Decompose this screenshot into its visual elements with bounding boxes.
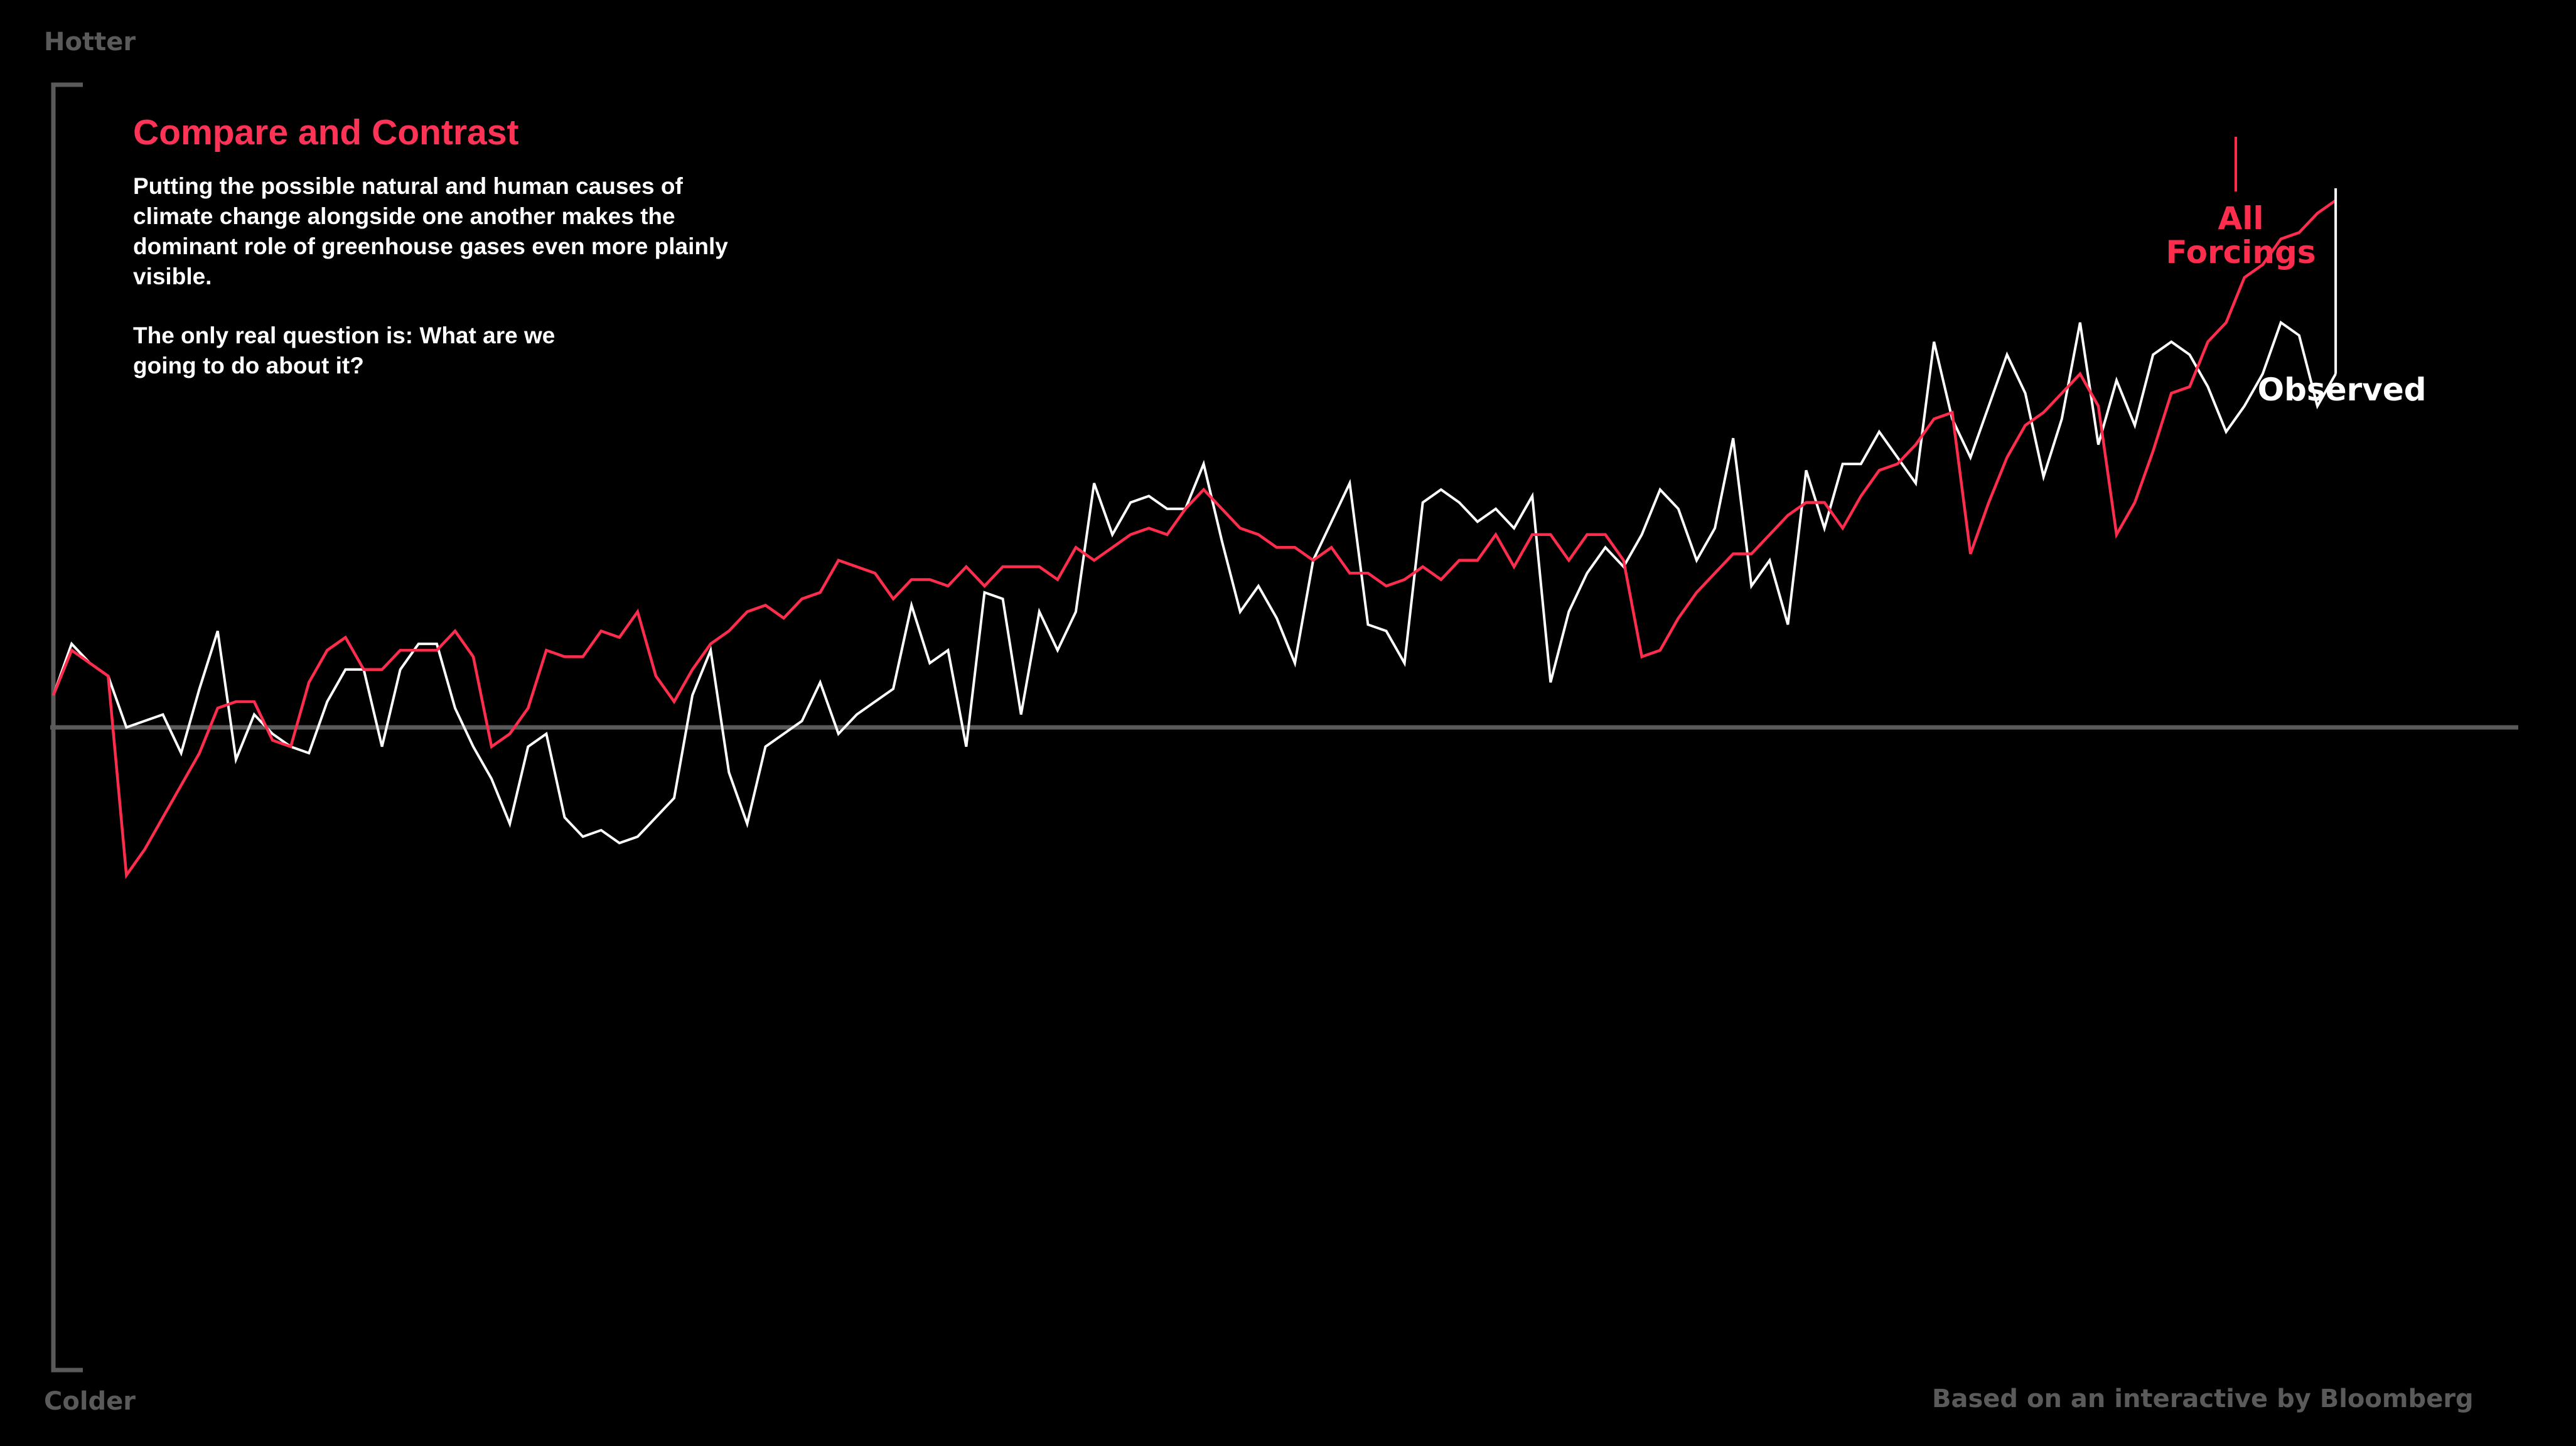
intro-paragraph-1: Putting the possible natural and human c… bbox=[133, 173, 728, 289]
chart-title: Compare and Contrast bbox=[133, 112, 519, 153]
intro-paragraph-2: The only real question is: What are we g… bbox=[133, 322, 555, 378]
all-forcings-series-label: All Forcings bbox=[2165, 200, 2316, 270]
labels-group: Observed All Forcings bbox=[2165, 137, 2427, 408]
intro-panel: Compare and Contrast Putting the possibl… bbox=[133, 113, 886, 410]
series-group bbox=[51, 199, 2337, 879]
source-credit: Based on an interactive by Bloomberg bbox=[1932, 1384, 2474, 1413]
observed-line bbox=[52, 320, 2337, 845]
observed-series-label: Observed bbox=[2258, 372, 2427, 408]
axis-group bbox=[50, 82, 2518, 1373]
colder-label: Colder bbox=[44, 1387, 136, 1416]
all-forcings-line bbox=[51, 199, 2337, 879]
hotter-label: Hotter bbox=[44, 28, 136, 56]
